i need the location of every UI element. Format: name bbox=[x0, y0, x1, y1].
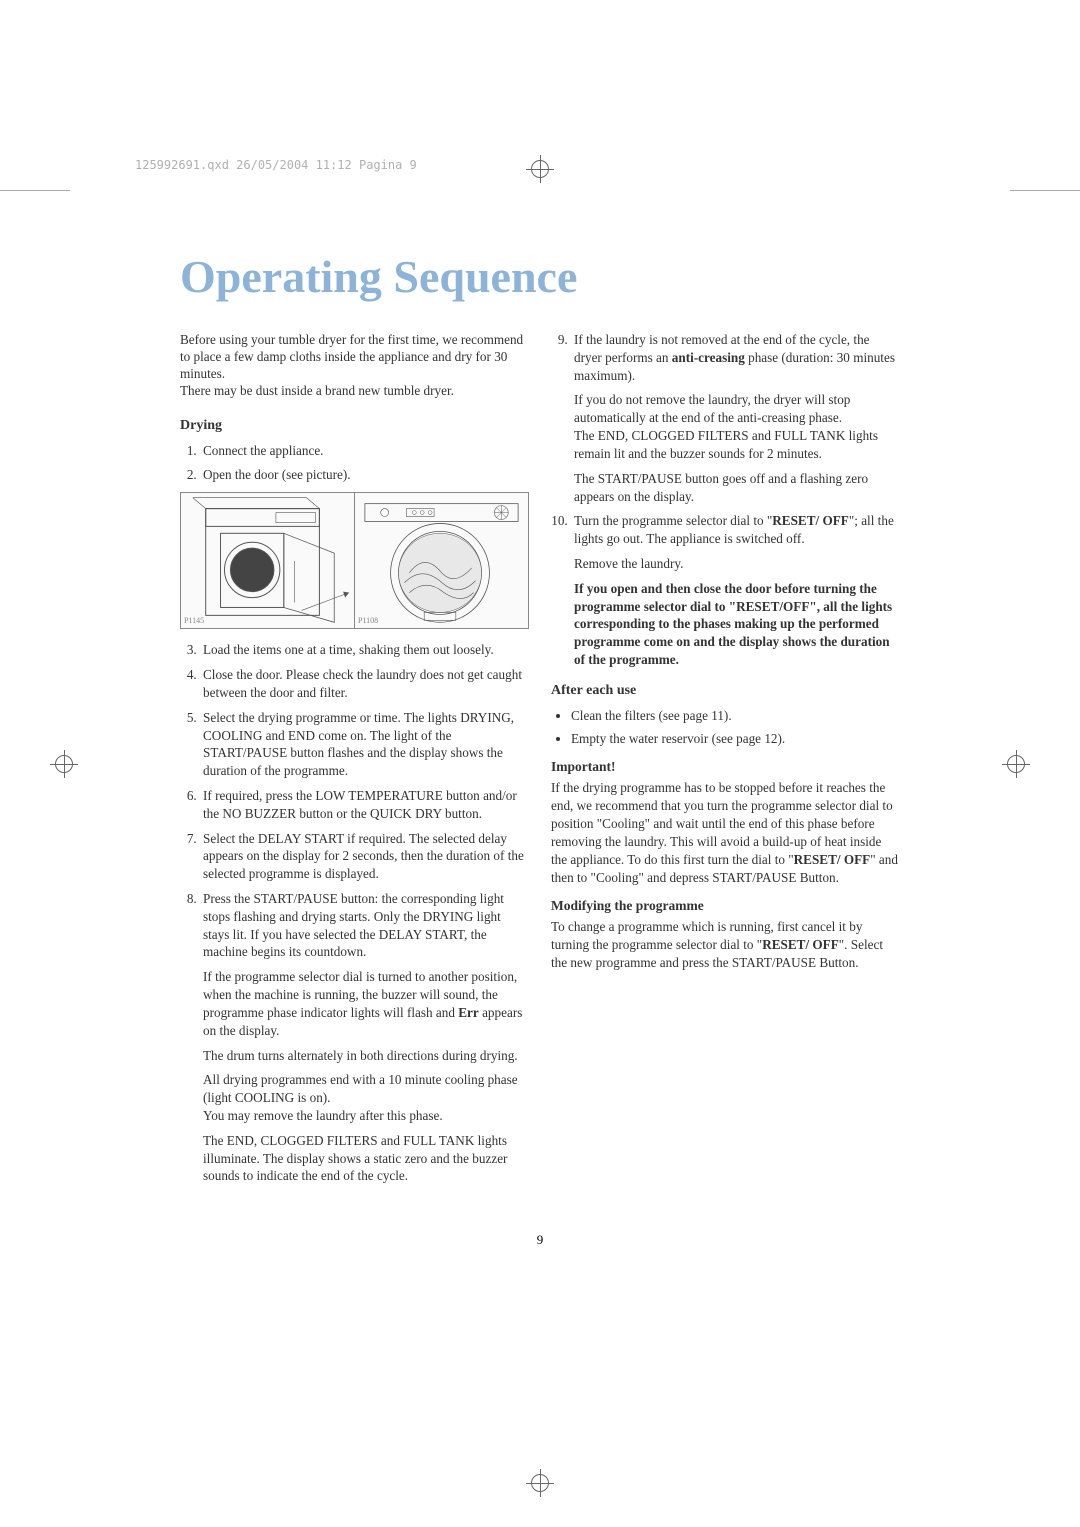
step9-note1: If you do not remove the laundry, the dr… bbox=[574, 391, 900, 462]
step-10: Turn the programme selector dial to "RES… bbox=[571, 512, 900, 548]
step8-note4: The END, CLOGGED FILTERS and FULL TANK l… bbox=[203, 1132, 529, 1185]
step-9: If the laundry is not removed at the end… bbox=[571, 331, 900, 384]
text: You may remove the laundry after this ph… bbox=[203, 1108, 443, 1123]
bold-text: RESET/ OFF bbox=[772, 513, 849, 528]
crop-line bbox=[1010, 190, 1080, 191]
step-4: Close the door. Please check the laundry… bbox=[200, 666, 529, 702]
intro-line1: Before using your tumble dryer for the f… bbox=[180, 332, 523, 381]
illustration-dryer-front: P1145 bbox=[181, 493, 355, 628]
bold-text: RESET/ OFF bbox=[794, 852, 871, 867]
drying-steps-right: If the laundry is not removed at the end… bbox=[551, 331, 900, 384]
important-text: If the drying programme has to be stoppe… bbox=[551, 779, 900, 886]
bold-text: anti-creasing bbox=[672, 350, 745, 365]
step-2: Open the door (see picture). bbox=[200, 466, 529, 484]
crop-line bbox=[0, 190, 70, 191]
print-header: 125992691.qxd 26/05/2004 11:12 Pagina 9 bbox=[135, 158, 417, 172]
drying-steps: Connect the appliance. Open the door (se… bbox=[180, 442, 529, 485]
after-li1: Clean the filters (see page 11). bbox=[571, 707, 900, 725]
step-6: If required, press the LOW TEMPERATURE b… bbox=[200, 787, 529, 823]
registration-mark-bottom bbox=[526, 1469, 554, 1497]
modify-heading: Modifying the programme bbox=[551, 898, 900, 914]
step-3: Load the items one at a time, shaking th… bbox=[200, 641, 529, 659]
intro-line2: There may be dust inside a brand new tum… bbox=[180, 383, 454, 398]
bold-text: RESET/ OFF bbox=[762, 937, 839, 952]
bold-text: If you open and then close the door befo… bbox=[574, 581, 892, 667]
left-column: Before using your tumble dryer for the f… bbox=[180, 331, 529, 1192]
registration-mark-right bbox=[1002, 750, 1030, 778]
illustrations: P1145 bbox=[180, 492, 529, 629]
page-content: Operating Sequence Before using your tum… bbox=[180, 0, 900, 1248]
step10-note1: Remove the laundry. bbox=[574, 555, 900, 573]
after-use-list: Clean the filters (see page 11). Empty t… bbox=[551, 707, 900, 748]
drying-steps-cont: Load the items one at a time, shaking th… bbox=[180, 641, 529, 961]
text: Turn the programme selector dial to " bbox=[574, 513, 772, 528]
intro-text: Before using your tumble dryer for the f… bbox=[180, 331, 529, 400]
after-li2: Empty the water reservoir (see page 12). bbox=[571, 730, 900, 748]
illustration-label-2: P1108 bbox=[358, 616, 378, 625]
step-5: Select the drying programme or time. The… bbox=[200, 709, 529, 780]
modify-text: To change a programme which is running, … bbox=[551, 918, 900, 971]
registration-mark-left bbox=[50, 750, 78, 778]
step8-note3: All drying programmes end with a 10 minu… bbox=[203, 1071, 529, 1124]
step8-note1: If the programme selector dial is turned… bbox=[203, 968, 529, 1039]
text: If you do not remove the laundry, the dr… bbox=[574, 392, 850, 425]
after-each-use-heading: After each use bbox=[551, 683, 900, 699]
illustration-dryer-drum: P1108 bbox=[355, 493, 528, 628]
step-7: Select the DELAY START if required. The … bbox=[200, 830, 529, 883]
step9-note2: The START/PAUSE button goes off and a fl… bbox=[574, 470, 900, 506]
registration-mark-top bbox=[526, 155, 554, 183]
step8-note2: The drum turns alternately in both direc… bbox=[203, 1047, 529, 1065]
bold-text: Err bbox=[458, 1005, 479, 1020]
text: All drying programmes end with a 10 minu… bbox=[203, 1072, 518, 1105]
important-heading: Important! bbox=[551, 759, 900, 775]
step-1: Connect the appliance. bbox=[200, 442, 529, 460]
drying-steps-right2: Turn the programme selector dial to "RES… bbox=[551, 512, 900, 548]
step10-bold-note: If you open and then close the door befo… bbox=[574, 580, 900, 669]
text: The END, CLOGGED FILTERS and FULL TANK l… bbox=[574, 428, 878, 461]
right-column: If the laundry is not removed at the end… bbox=[551, 331, 900, 1192]
page-number: 9 bbox=[180, 1232, 900, 1248]
illustration-label-1: P1145 bbox=[184, 616, 204, 625]
drying-heading: Drying bbox=[180, 418, 529, 434]
page-title: Operating Sequence bbox=[180, 250, 900, 303]
step-8: Press the START/PAUSE button: the corres… bbox=[200, 890, 529, 961]
